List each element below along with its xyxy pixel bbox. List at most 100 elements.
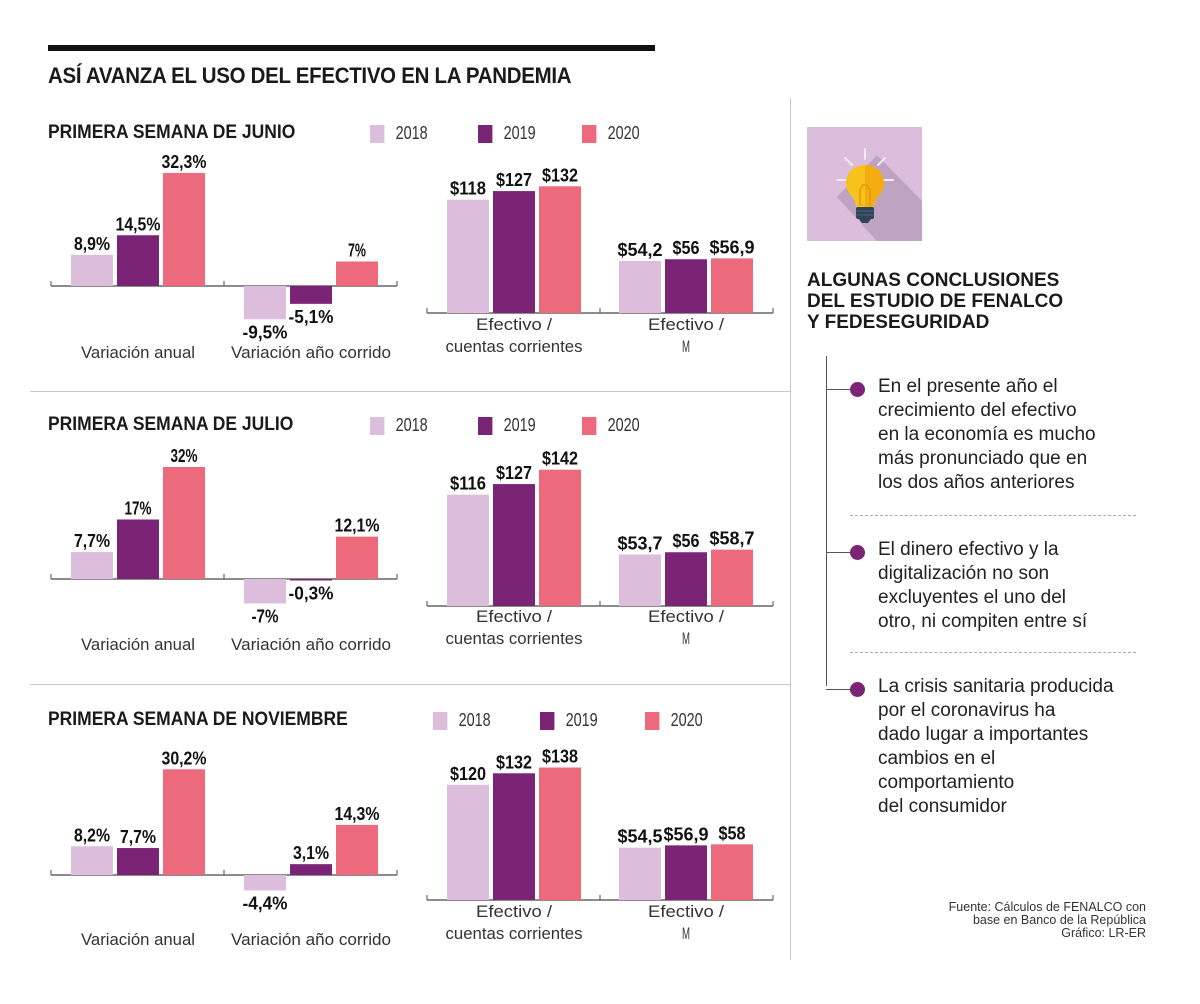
source-line: base en Banco de la República	[972, 913, 1146, 927]
text-line: excluyentes el uno del	[878, 587, 1067, 608]
legend-swatch	[582, 416, 597, 435]
data-label: $56	[673, 531, 700, 551]
legend-label: 2019	[503, 415, 536, 435]
text-line: digitalización no son	[878, 563, 1050, 584]
legend-item-2018: 2018	[370, 123, 428, 144]
bar-2018	[71, 846, 113, 875]
bar-2019	[117, 519, 159, 579]
bar-2018	[447, 199, 489, 313]
data-label: 32,3%	[162, 152, 207, 172]
category-label: Variación año corrido	[231, 343, 391, 362]
category-label: M	[682, 629, 690, 648]
category-label: Efectivo /	[648, 607, 724, 626]
data-label: $58,7	[710, 529, 755, 549]
column-divider	[790, 98, 791, 960]
data-label: 12,1%	[335, 516, 380, 536]
category-label: M	[682, 337, 690, 356]
category-label: cuentas corrientes	[446, 337, 583, 356]
bar-2020	[711, 844, 753, 900]
bar-2018	[447, 784, 489, 900]
conclusions-title-line: Y FEDESEGURIDAD	[807, 312, 990, 333]
legend-swatch	[370, 124, 385, 143]
bar-2020	[163, 172, 205, 286]
bar-2019	[493, 773, 535, 900]
bar-2018	[71, 254, 113, 286]
dashed-divider	[850, 652, 1136, 653]
source-line: Gráfico: LR-ER	[1061, 926, 1146, 940]
bar-2019	[290, 579, 332, 581]
bar-2019	[665, 259, 707, 313]
data-label: $132	[542, 165, 578, 185]
legend-swatch	[478, 416, 493, 435]
bar-2019	[493, 191, 535, 313]
legend-swatch	[478, 124, 493, 143]
data-label: $56,9	[710, 237, 755, 257]
bar-2020	[336, 536, 378, 579]
data-label: -4,4%	[243, 893, 288, 913]
conclusions-title-line: ALGUNAS CONCLUSIONES	[807, 270, 1060, 291]
title-rule	[48, 45, 655, 51]
bar-2019	[493, 484, 535, 606]
text-line: En el presente año el	[878, 376, 1058, 397]
category-label: Efectivo /	[648, 315, 724, 334]
legend-item-2019: 2019	[478, 415, 536, 436]
source-note: Fuente: Cálculos de FENALCO con base en …	[949, 901, 1146, 940]
legend-label: 2018	[395, 123, 428, 143]
page-title: ASÍ AVANZA EL USO DEL EFECTIVO EN LA PAN…	[48, 63, 572, 88]
bar-2020	[336, 261, 378, 286]
bar-2019	[290, 286, 332, 304]
data-label: 14,5%	[116, 214, 161, 234]
bar-2020	[711, 549, 753, 606]
bar-2018	[619, 554, 661, 606]
bar-2019	[290, 864, 332, 875]
conclusions-title: ALGUNAS CONCLUSIONES DEL ESTUDIO DE FENA…	[807, 270, 1107, 333]
text-line: crecimiento del efectivo	[878, 400, 1077, 421]
data-label: $54,2	[618, 240, 663, 260]
data-label: 8,9%	[74, 234, 110, 254]
text-line: cambios en el	[878, 748, 996, 769]
bar-2019	[665, 552, 707, 606]
data-label: $118	[450, 179, 486, 199]
data-label: 7,7%	[74, 531, 110, 551]
category-label: Variación anual	[81, 930, 195, 949]
conclusion-text: El dinero efectivo y la digitalización n…	[878, 538, 1168, 634]
text-line: dado lugar a importantes	[878, 724, 1089, 745]
legend-label: 2020	[607, 123, 640, 143]
legend-label: 2020	[607, 415, 640, 435]
legend-swatch	[540, 711, 555, 730]
text-line: más pronunciado que en	[878, 448, 1088, 469]
bullet-dot	[850, 682, 865, 697]
data-label: 3,1%	[293, 843, 329, 863]
bar-2020	[336, 824, 378, 875]
bullet-dot	[850, 382, 865, 397]
data-label: $54,5	[618, 827, 663, 847]
section-separator	[30, 684, 790, 685]
legend-item-2018: 2018	[370, 415, 428, 436]
conclusion-text: La crisis sanitaria producida por el cor…	[878, 675, 1168, 819]
data-label: -9,5%	[243, 322, 288, 342]
text-line: del consumidor	[878, 796, 1007, 817]
source-line: Fuente: Cálculos de FENALCO con	[948, 900, 1146, 914]
data-label: 7%	[348, 241, 366, 261]
text-line: otro, ni compiten entre sí	[878, 611, 1088, 632]
bar-charts: 8,9% 14,5% 32,3% Variación anual -9,5%-5,1% 7…	[50, 152, 774, 949]
bar-2020	[163, 769, 205, 875]
section-title-julio: PRIMERA SEMANA DE JULIO	[48, 414, 294, 435]
data-label: $56,9	[664, 824, 709, 844]
legend-item-2019: 2019	[478, 123, 536, 144]
bar-2020	[539, 469, 581, 606]
data-label: $116	[450, 474, 486, 494]
legend-item-2018: 2018	[433, 710, 491, 731]
connector-line	[826, 389, 852, 390]
text-line: La crisis sanitaria producida	[878, 676, 1114, 697]
category-label: Efectivo /	[476, 315, 552, 334]
legend-item-2020: 2020	[645, 710, 703, 731]
data-label: -5,1%	[289, 307, 334, 327]
data-label: $53,7	[618, 533, 663, 553]
data-label: $58	[719, 823, 746, 843]
legend-label: 2018	[458, 710, 491, 730]
category-label: M	[682, 924, 690, 943]
connector-line	[826, 689, 852, 690]
category-label: Efectivo /	[476, 902, 552, 921]
data-label: -0,3%	[289, 584, 334, 604]
